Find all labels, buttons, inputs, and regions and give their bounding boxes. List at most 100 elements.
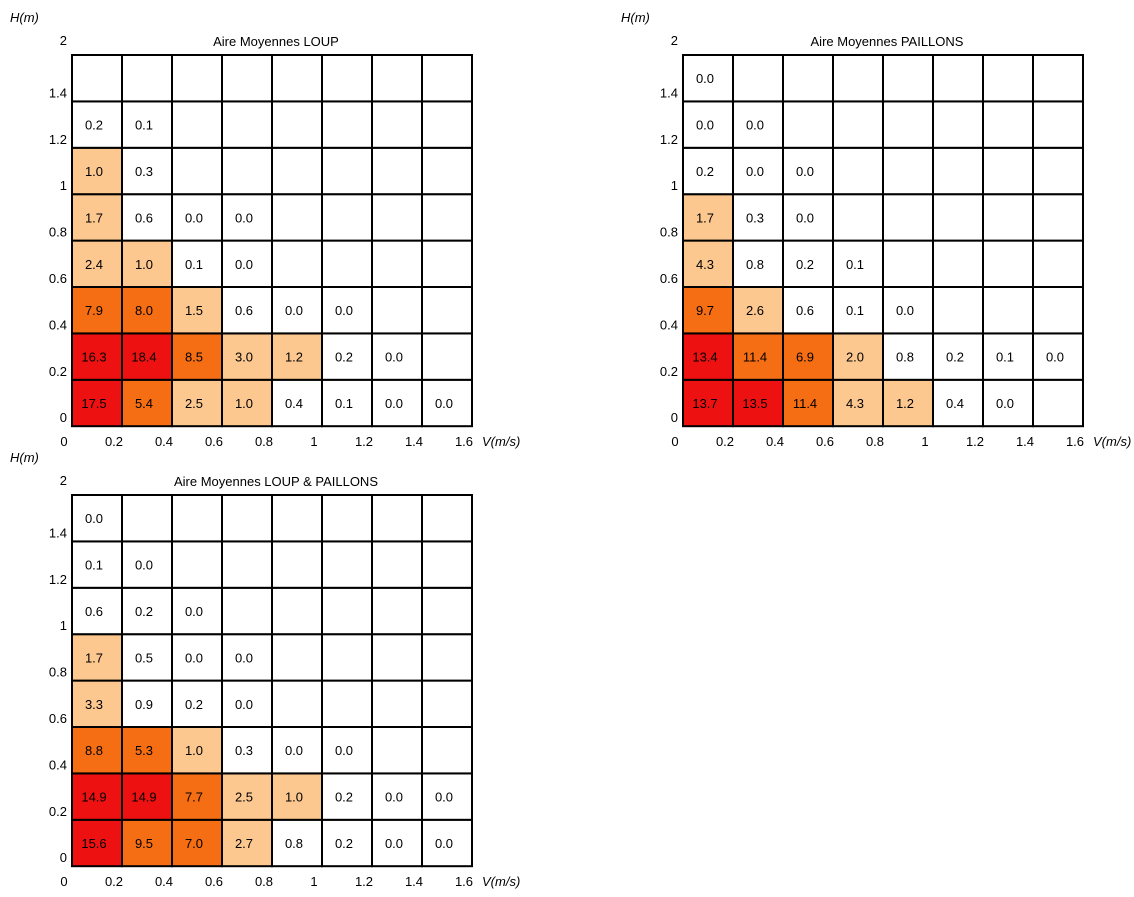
heatmap-cell: [932, 193, 984, 242]
heatmap-cell: [421, 540, 473, 589]
y-tick-label: 0.8: [660, 225, 678, 240]
y-tick-label: 0.4: [660, 317, 678, 332]
heatmap-cell: [371, 679, 423, 729]
cell-value: 0.6: [85, 604, 103, 619]
heatmap-cell: [882, 193, 934, 242]
heatmap-cell: [71, 494, 123, 543]
heatmap-cell: [421, 679, 473, 729]
cell-value: 0.2: [85, 118, 103, 133]
heatmap-cell: [71, 726, 123, 775]
cell-value: 11.4: [743, 350, 767, 365]
cell-value: 9.5: [135, 836, 153, 851]
x-tick-label: 1.6: [455, 434, 473, 449]
x-tick-label: 0.4: [155, 874, 173, 889]
y-tick-label: 2: [60, 473, 67, 488]
heatmap-cell: [371, 100, 423, 149]
heatmap-cell: [421, 286, 473, 335]
cell-value: 17.5: [81, 396, 106, 411]
heatmap-cell: [121, 193, 173, 242]
heatmap-cell: [421, 239, 473, 289]
cell-value: 1.0: [235, 396, 253, 411]
heatmap-cell: [421, 586, 473, 636]
heatmap-cell: [171, 586, 223, 636]
cell-value: 0.0: [235, 210, 253, 225]
cell-value: 0.0: [796, 210, 814, 225]
y-tick-label: 1.4: [49, 85, 67, 100]
cell-value: 13.5: [742, 396, 767, 411]
y-tick-label: 2: [671, 33, 678, 48]
heatmap-cell: [71, 772, 123, 821]
cell-value: 0.0: [385, 790, 403, 805]
cell-value: 15.6: [81, 836, 106, 851]
cell-value: 13.4: [692, 350, 717, 365]
cell-value: 5.3: [135, 743, 153, 758]
heatmap-cell: [271, 146, 323, 196]
cell-value: 4.3: [846, 396, 864, 411]
y-axis-label: H(m): [621, 10, 650, 25]
x-tick-label: 1: [310, 434, 317, 449]
heatmap-cell: [982, 100, 1034, 149]
cell-value: 9.7: [696, 303, 714, 318]
heatmap-cell: [982, 239, 1034, 289]
heatmap-cell: [371, 378, 423, 428]
heatmap-cell: [71, 818, 123, 868]
cell-value: 0.0: [996, 396, 1014, 411]
cell-value: 1.0: [185, 743, 203, 758]
cell-value: 8.8: [85, 743, 103, 758]
cell-value: 0.1: [85, 558, 103, 573]
x-tick-label: 0.2: [105, 434, 123, 449]
x-tick-label: 0: [60, 874, 67, 889]
x-tick-label: 0.8: [255, 874, 273, 889]
cell-value: 0.0: [185, 210, 203, 225]
heatmap-cell: [932, 286, 984, 335]
heatmap-cell: [171, 494, 223, 543]
x-tick-label: 1: [921, 434, 928, 449]
cell-value: 16.3: [81, 350, 106, 365]
heatmap-cell: [982, 146, 1034, 196]
x-tick-label: 1.6: [455, 874, 473, 889]
heatmap-cell: [271, 494, 323, 543]
heatmap-cell: [421, 772, 473, 821]
heatmap-cell: [221, 332, 273, 381]
heatmap-cell: [321, 494, 373, 543]
heatmap-cell: [271, 100, 323, 149]
heatmap-cell: [71, 540, 123, 589]
x-tick-label: 0.4: [766, 434, 784, 449]
y-tick-label: 0.6: [660, 271, 678, 286]
x-tick-label: 0.4: [155, 434, 173, 449]
heatmap-cell: [882, 239, 934, 289]
y-tick-label: 0: [60, 410, 67, 425]
heatmap-cell: [1032, 193, 1084, 242]
heatmap-cell: [271, 239, 323, 289]
cell-value: 0.0: [696, 71, 714, 86]
heatmap-cell: [1032, 239, 1084, 289]
cell-value: 2.4: [85, 257, 103, 272]
heatmap-cell: [832, 332, 884, 381]
cell-value: 1.7: [696, 210, 714, 225]
y-tick-label: 0.8: [49, 665, 67, 680]
heatmap-cell: [71, 586, 123, 636]
heatmap-cell: [882, 286, 934, 335]
heatmap-cell: [1032, 54, 1084, 103]
cell-value: 0.0: [746, 118, 764, 133]
cell-value: 0.2: [185, 697, 203, 712]
heatmap-panel-loup-paillons: Aire Moyennes LOUP & PAILLONS H(m) 15.6 9.5…: [0, 440, 530, 889]
cell-value: 0.0: [335, 743, 353, 758]
cell-value: 0.8: [896, 350, 914, 365]
heatmap-svg: Aire Moyennes LOUP H(m) 17.5 5.4 2.5 1.0 0.4 0.…: [10, 10, 520, 449]
y-tick-label: 1.2: [49, 132, 67, 147]
y-tick-label: 0.6: [49, 271, 67, 286]
heatmap-cell: [782, 54, 834, 103]
cell-value: 0.2: [335, 836, 353, 851]
cell-value: 0.0: [235, 650, 253, 665]
cell-value: 1.2: [285, 350, 303, 365]
x-tick-label: 0: [60, 434, 67, 449]
heatmap-cell: [221, 586, 273, 636]
x-tick-label: 1.2: [966, 434, 984, 449]
heatmap-cell: [121, 286, 173, 335]
cell-value: 8.5: [185, 350, 203, 365]
cell-value: 0.3: [746, 210, 764, 225]
cell-value: 0.8: [746, 257, 764, 272]
heatmap-cell: [371, 586, 423, 636]
